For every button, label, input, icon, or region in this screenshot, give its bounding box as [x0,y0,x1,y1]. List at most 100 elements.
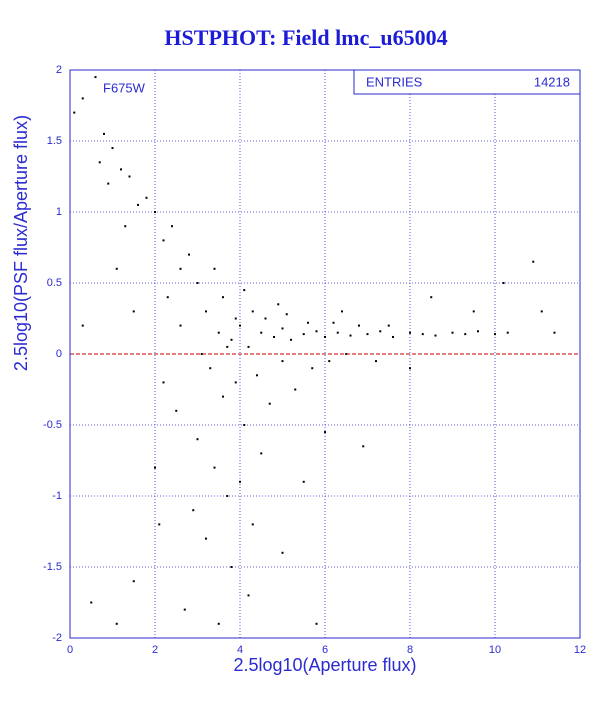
point [222,395,224,398]
point [294,388,297,391]
point [328,360,331,363]
point [171,225,173,228]
point [234,317,237,320]
point [128,175,131,178]
x-tick-label: 2 [152,644,158,656]
point [307,321,309,324]
point [502,282,505,284]
point [158,523,161,526]
point [81,324,84,327]
x-axis-label: 2.5log10(Aperture flux) [233,655,416,675]
point [213,267,216,270]
point [472,310,475,313]
point [226,495,229,497]
y-tick-label: 1.5 [47,135,62,147]
point [324,335,326,338]
point [553,331,556,334]
point [277,303,280,306]
point [540,310,543,313]
point [175,409,178,412]
point [111,147,114,150]
point [132,310,135,313]
point [264,317,267,320]
point [251,310,254,313]
point [506,331,509,334]
point [324,431,326,434]
point [273,335,275,338]
point [256,374,258,377]
point [349,334,352,337]
point [166,296,169,299]
point [243,289,246,292]
point [103,132,105,135]
annotation: F675W [103,80,146,95]
point [532,260,535,263]
x-tick-label: 10 [489,644,501,656]
point [115,267,118,270]
point [120,168,122,171]
point [375,360,377,363]
x-tick-label: 8 [407,644,413,656]
point [302,480,305,483]
point [251,523,254,526]
point [98,161,101,164]
point [358,324,360,327]
point [90,601,93,604]
point [200,353,203,355]
point [311,367,314,370]
point [281,551,284,554]
point [188,253,190,256]
y-tick-label: -2 [52,632,62,644]
point [247,594,250,597]
y-tick-label: 2 [56,64,62,76]
point [94,76,97,79]
y-tick-label: 0.5 [47,277,62,289]
point [239,324,241,327]
point [154,211,156,213]
point [464,333,467,336]
y-tick-label: -1 [52,490,62,502]
point [162,381,165,384]
point [302,333,305,336]
x-tick-label: 6 [322,644,328,656]
point [217,622,220,625]
y-tick-label: -0.5 [43,419,62,431]
y-tick-label: 1 [56,206,62,218]
point [285,313,288,316]
chart-title: HSTPHOT: Field lmc_u65004 [164,25,447,50]
point [115,622,118,625]
point [494,333,496,336]
point [179,324,182,327]
point [430,296,433,299]
point [234,381,237,384]
stats-box [353,69,581,95]
point [217,331,220,334]
point [213,466,216,469]
point [196,282,199,284]
point [154,466,156,469]
point [315,330,318,333]
point [132,580,135,583]
point [268,402,271,405]
y-tick-label: 0 [56,348,62,360]
point [387,324,390,327]
point [205,537,207,540]
x-tick-label: 0 [67,644,73,656]
point [260,452,263,455]
point [434,334,437,337]
point [477,330,479,333]
point [107,182,110,185]
point [124,225,127,228]
point [145,196,148,199]
point [260,331,263,334]
stats-value: 14218 [534,74,570,89]
point [409,367,411,370]
x-tick-label: 4 [237,644,243,656]
point [230,338,233,341]
point [421,333,424,336]
point [409,331,411,334]
point [315,622,318,625]
point [392,335,394,338]
